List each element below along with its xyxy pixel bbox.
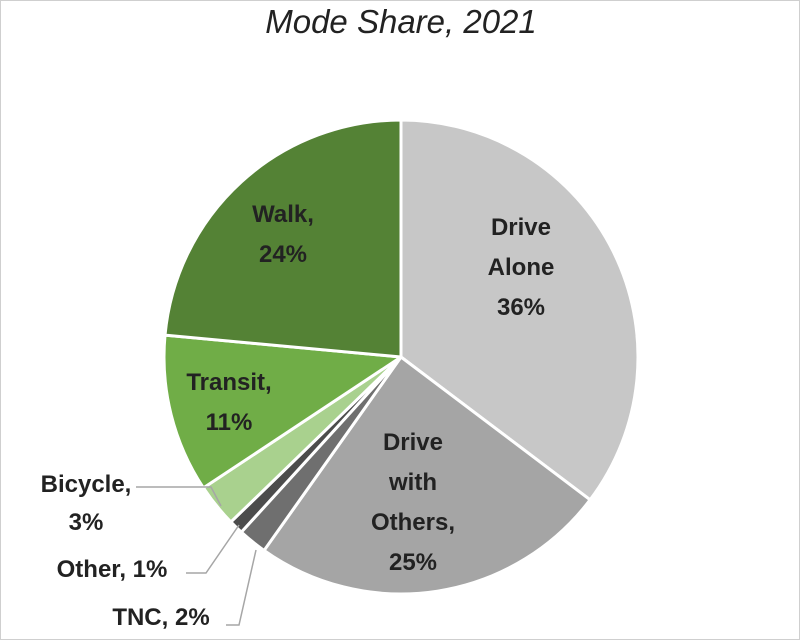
pie-slice-drive-with-others (262, 355, 592, 596)
data-label-drive-with-others: Drive with Others, 25% (371, 429, 455, 576)
data-label-walk: Walk, 24% (252, 201, 314, 268)
data-label-drive-alone: Drive Alone 36% (488, 214, 555, 321)
leader-line-tnc (226, 549, 257, 626)
data-label-other: Other, 1% (57, 556, 168, 583)
pie-slice-walk (163, 118, 403, 359)
chart-title: Mode Share, 2021 (265, 3, 537, 40)
pie-slice-drive-alone (399, 118, 640, 502)
leader-line-other (186, 524, 240, 574)
data-label-bicycle: Bicycle, 3% (41, 471, 132, 536)
data-label-tnc: TNC, 2% (112, 604, 209, 631)
data-label-transit: Transit, 11% (186, 369, 271, 436)
leader-line-bicycle (136, 486, 222, 507)
pie-slice-transit (162, 333, 403, 490)
